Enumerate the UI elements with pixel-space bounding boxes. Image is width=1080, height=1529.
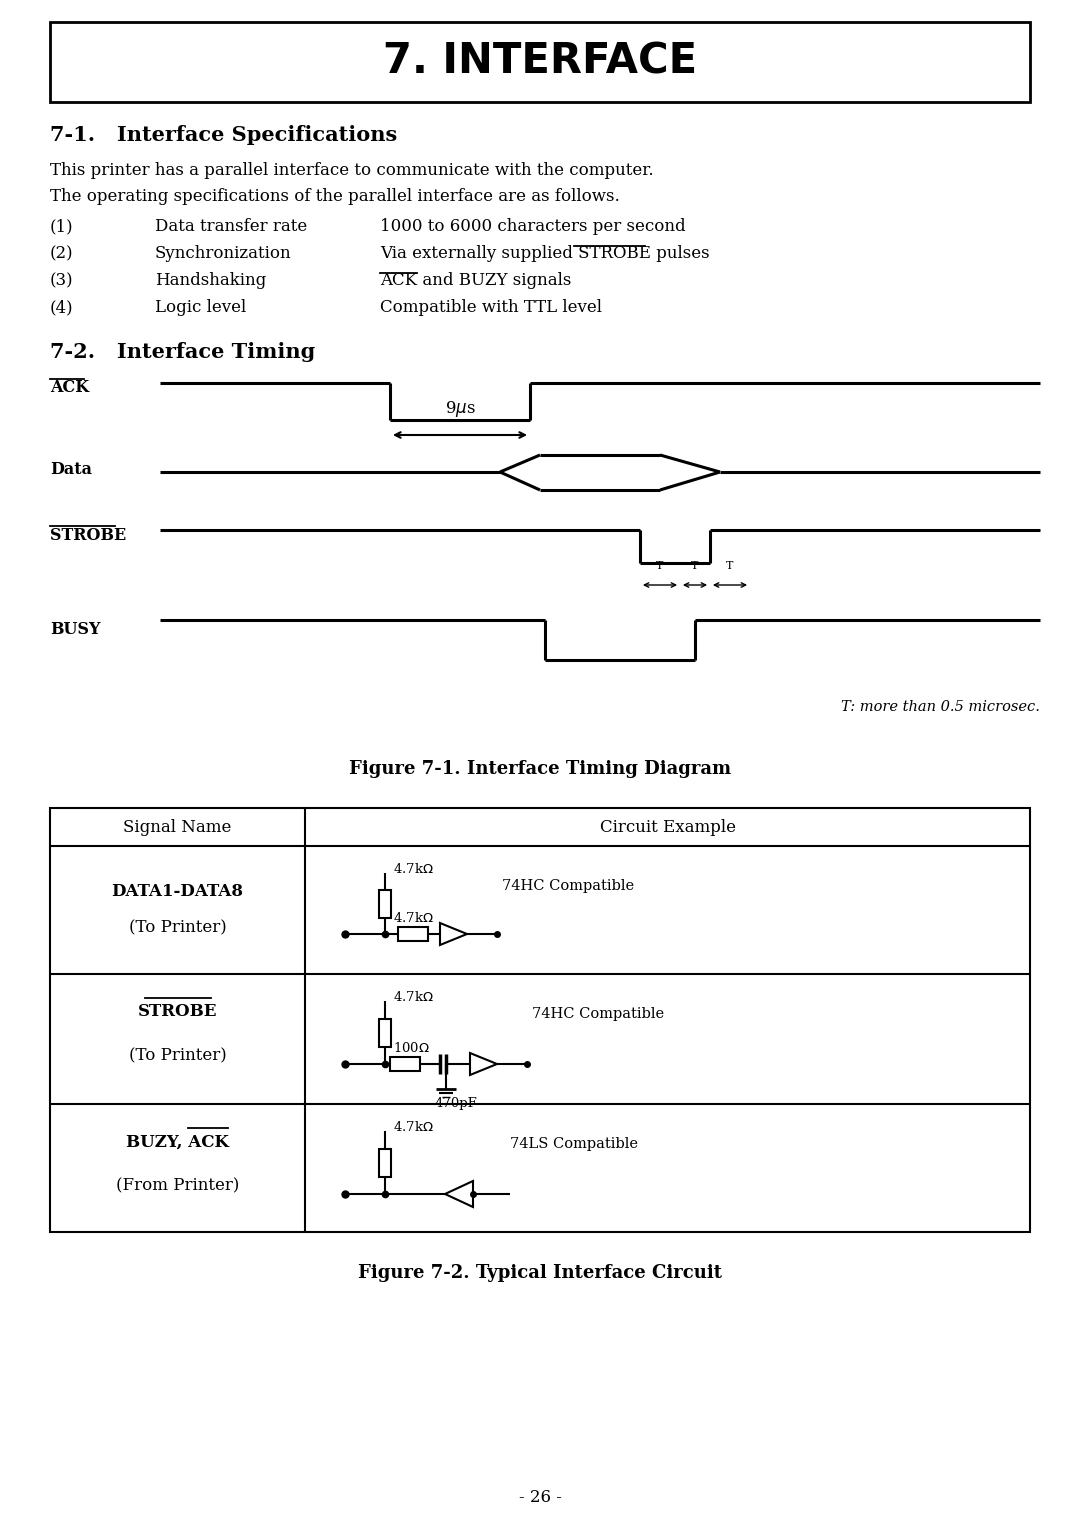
Text: Via externally supplied STROBE pulses: Via externally supplied STROBE pulses bbox=[380, 245, 710, 261]
Text: T: more than 0.5 microsec.: T: more than 0.5 microsec. bbox=[841, 700, 1040, 714]
Text: (From Printer): (From Printer) bbox=[116, 1177, 239, 1194]
Text: 100$\Omega$: 100$\Omega$ bbox=[393, 1041, 430, 1055]
Text: STROBE: STROBE bbox=[138, 1003, 217, 1020]
Text: T: T bbox=[727, 561, 733, 570]
Text: ACK and BUZY signals: ACK and BUZY signals bbox=[380, 272, 571, 289]
Text: (To Printer): (To Printer) bbox=[129, 1047, 227, 1064]
Text: 4.7k$\Omega$: 4.7k$\Omega$ bbox=[393, 989, 434, 1005]
Text: (3): (3) bbox=[50, 272, 73, 289]
Text: STROBE: STROBE bbox=[50, 526, 126, 543]
Text: 74HC Compatible: 74HC Compatible bbox=[532, 1008, 664, 1021]
Text: Figure 7-2. Typical Interface Circuit: Figure 7-2. Typical Interface Circuit bbox=[357, 1264, 723, 1281]
Bar bbox=[390, 1057, 420, 1070]
Text: Handshaking: Handshaking bbox=[156, 272, 267, 289]
Text: ACK: ACK bbox=[50, 379, 90, 396]
Text: (To Printer): (To Printer) bbox=[129, 919, 227, 936]
Text: - 26 -: - 26 - bbox=[518, 1489, 562, 1506]
Text: 4.7k$\Omega$: 4.7k$\Omega$ bbox=[393, 911, 434, 925]
Text: 4.7k$\Omega$: 4.7k$\Omega$ bbox=[393, 862, 434, 876]
Text: 7-2.   Interface Timing: 7-2. Interface Timing bbox=[50, 342, 315, 362]
Text: (4): (4) bbox=[50, 300, 73, 317]
Text: 74LS Compatible: 74LS Compatible bbox=[510, 1138, 638, 1151]
Bar bbox=[379, 1018, 391, 1046]
Bar bbox=[379, 1148, 391, 1176]
Text: Signal Name: Signal Name bbox=[123, 818, 232, 835]
Text: 4.7k$\Omega$: 4.7k$\Omega$ bbox=[393, 1121, 434, 1135]
Text: 74HC Compatible: 74HC Compatible bbox=[502, 879, 634, 893]
Bar bbox=[50, 21, 1030, 102]
Bar bbox=[379, 890, 391, 917]
Text: T: T bbox=[691, 561, 699, 570]
Bar bbox=[397, 927, 428, 940]
Text: Data transfer rate: Data transfer rate bbox=[156, 219, 307, 235]
Text: Data: Data bbox=[50, 462, 92, 479]
Text: 9$\mu$s: 9$\mu$s bbox=[445, 399, 475, 419]
Text: Circuit Example: Circuit Example bbox=[599, 818, 735, 835]
Text: Synchronization: Synchronization bbox=[156, 245, 292, 261]
Text: Logic level: Logic level bbox=[156, 300, 246, 317]
Text: 7. INTERFACE: 7. INTERFACE bbox=[383, 41, 697, 83]
Text: (1): (1) bbox=[50, 219, 73, 235]
Text: DATA1-DATA8: DATA1-DATA8 bbox=[111, 882, 243, 899]
Text: 7-1.   Interface Specifications: 7-1. Interface Specifications bbox=[50, 125, 397, 145]
Text: 1000 to 6000 characters per second: 1000 to 6000 characters per second bbox=[380, 219, 686, 235]
Bar bbox=[50, 807, 1030, 1232]
Text: Compatible with TTL level: Compatible with TTL level bbox=[380, 300, 602, 317]
Text: This printer has a parallel interface to communicate with the computer.: This printer has a parallel interface to… bbox=[50, 162, 653, 179]
Text: BUSY: BUSY bbox=[50, 621, 100, 639]
Text: T: T bbox=[657, 561, 664, 570]
Text: Figure 7-1. Interface Timing Diagram: Figure 7-1. Interface Timing Diagram bbox=[349, 760, 731, 778]
Text: (2): (2) bbox=[50, 245, 73, 261]
Text: The operating specifications of the parallel interface are as follows.: The operating specifications of the para… bbox=[50, 188, 620, 205]
Text: 470pF: 470pF bbox=[435, 1098, 477, 1110]
Text: BUZY, ACK: BUZY, ACK bbox=[126, 1133, 229, 1150]
